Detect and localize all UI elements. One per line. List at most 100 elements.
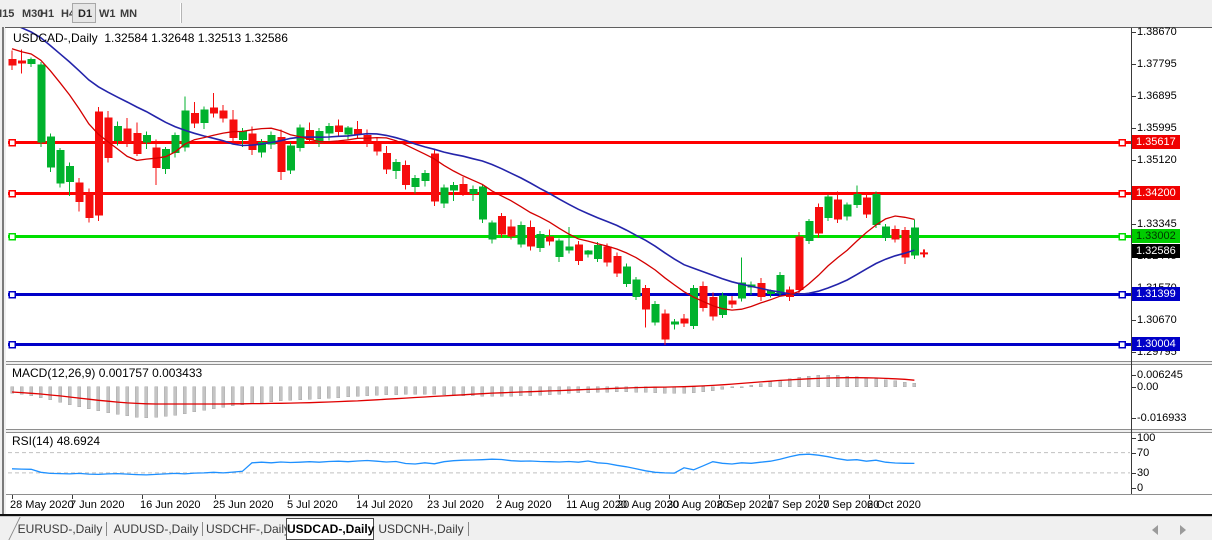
time-tick-mark: [429, 495, 430, 499]
time-tick-mark: [215, 495, 216, 499]
price-axis-divider: [1131, 28, 1132, 494]
time-tick-mark: [142, 495, 143, 499]
time-tick-label: 11 Aug 2020: [566, 499, 627, 511]
time-tick-label: 23 Jul 2020: [427, 499, 484, 511]
time-tick-mark: [869, 495, 870, 499]
chart-tab-bar: EURUSD-,Daily AUDUSD-,Daily USDCHF-,Daily U…: [0, 516, 1212, 540]
time-tick-label: 30 Aug 2020: [667, 499, 729, 511]
price-tick-label: 1.30670: [1137, 314, 1177, 326]
macd-tick-label: -0.016933: [1137, 412, 1187, 424]
horizontal-lines-layer[interactable]: [8, 138, 1131, 349]
pane-separator-macd[interactable]: [6, 361, 1212, 365]
rsi-tick-label: 0: [1137, 482, 1144, 494]
price-line-badge: 1.30004: [1132, 337, 1180, 351]
price-line-badge: 1.35617: [1132, 135, 1180, 149]
ma-fast-red-line: [11, 48, 915, 311]
rsi-bottom-border: [6, 494, 1212, 495]
rsi-tick-label: 100: [1137, 432, 1156, 444]
rsi-pane[interactable]: [7, 432, 1131, 494]
time-tick-mark: [769, 495, 770, 499]
timeframe-button-m30[interactable]: M30: [22, 8, 44, 20]
time-tick-label: 8 Sep 2020: [717, 499, 774, 511]
time-tick-label: 20 Aug 2020: [617, 499, 679, 511]
time-tick-label: 27 Sep 2020: [817, 499, 880, 511]
price-tick-mark: [1131, 160, 1136, 161]
chart-tab-usdchfdaily[interactable]: USDCHF-,Daily: [206, 522, 290, 536]
timeframe-button-h4[interactable]: H4: [61, 8, 76, 20]
macd-label: MACD(12,26,9) 0.001757 0.003433: [12, 366, 203, 380]
price-line-badge: 1.34200: [1132, 186, 1180, 200]
macd-tick-mark: [1131, 387, 1136, 388]
macd-tick-label: 0.00: [1137, 381, 1159, 393]
macd-tick-mark: [1131, 418, 1136, 419]
tab-separator: [106, 522, 107, 536]
timeframe-button-d1[interactable]: D1: [72, 3, 96, 23]
window-splitter[interactable]: [2, 27, 4, 515]
rsi-tick-mark: [1131, 473, 1136, 474]
time-tick-label: 7 Jun 2020: [70, 499, 125, 511]
chart-tab-eurusddaily[interactable]: EURUSD-,Daily: [17, 522, 103, 536]
pane-separator-rsi[interactable]: [6, 429, 1212, 433]
time-tick-mark: [619, 495, 620, 499]
time-tick-label: 6 Oct 2020: [867, 499, 921, 511]
macd-pane[interactable]: [7, 364, 1131, 429]
rsi-label: RSI(14) 48.6924: [12, 434, 101, 448]
price-chart-pane[interactable]: [7, 28, 1131, 361]
price-tick-mark: [1131, 32, 1136, 33]
window-bottom-frame: [0, 514, 1212, 516]
chart-ohlc: 1.32584 1.32648 1.32513 1.32586: [104, 31, 288, 45]
tab-scroll-right-icon[interactable]: [1180, 525, 1186, 535]
price-tick-mark: [1131, 224, 1136, 225]
timeframe-button-w1[interactable]: W1: [99, 8, 116, 20]
current-price-badge: 1.32586: [1132, 244, 1180, 258]
price-tick-label: 1.36895: [1137, 90, 1177, 102]
time-tick-mark: [12, 495, 13, 499]
tab-separator: [468, 522, 469, 536]
time-tick-label: 28 May 2020: [10, 499, 74, 511]
toolbar-separator: [180, 3, 182, 23]
current-price-marker-icon: [920, 249, 928, 258]
time-tick-mark: [358, 495, 359, 499]
price-tick-label: 1.38670: [1137, 26, 1177, 38]
chart-tab-usdcnhdaily[interactable]: USDCNH-,Daily: [378, 522, 464, 536]
chart-frame-border: [5, 27, 1212, 28]
time-tick-mark: [498, 495, 499, 499]
price-tick-mark: [1131, 352, 1136, 353]
time-tick-mark: [289, 495, 290, 499]
chart-tab-audusddaily[interactable]: AUDUSD-,Daily: [113, 522, 199, 536]
time-tick-label: 25 Jun 2020: [213, 499, 274, 511]
macd-signal-line: [11, 377, 915, 405]
tab-separator: [202, 522, 203, 536]
rsi-tick-mark: [1131, 453, 1136, 454]
candles-layer: [8, 49, 919, 345]
time-tick-mark: [719, 495, 720, 499]
chart-tab-usdcaddaily[interactable]: USDCAD-,Daily: [286, 518, 374, 540]
time-tick-mark: [568, 495, 569, 499]
price-tick-mark: [1131, 320, 1136, 321]
macd-tick-label: 0.006245: [1137, 369, 1183, 381]
time-tick-mark: [819, 495, 820, 499]
price-tick-label: 1.33345: [1137, 218, 1177, 230]
time-tick-label: 14 Jul 2020: [356, 499, 413, 511]
time-tick-mark: [669, 495, 670, 499]
chart-background: [6, 28, 1212, 514]
time-tick-label: 17 Sep 2020: [767, 499, 830, 511]
price-tick-mark: [1131, 96, 1136, 97]
timeframe-button-mn[interactable]: MN: [120, 8, 138, 20]
timeframe-button-h1[interactable]: H1: [40, 8, 55, 20]
price-tick-mark: [1131, 128, 1136, 129]
price-line-badge: 1.31399: [1132, 287, 1180, 301]
timeframe-button-m15[interactable]: M15: [0, 8, 15, 20]
rsi-line: [11, 453, 915, 476]
rsi-tick-mark: [1131, 488, 1136, 489]
macd-histogram: [10, 374, 917, 418]
price-tick-label: 1.35120: [1137, 154, 1177, 166]
chart-title: USDCAD-,Daily 1.32584 1.32648 1.32513 1.…: [13, 31, 288, 45]
rsi-tick-label: 30: [1137, 467, 1150, 479]
tab-scroll-left-icon[interactable]: [1152, 525, 1158, 535]
time-tick-label: 2 Aug 2020: [496, 499, 552, 511]
price-line-badge: 1.33002: [1132, 229, 1180, 243]
rsi-tick-label: 70: [1137, 447, 1150, 459]
